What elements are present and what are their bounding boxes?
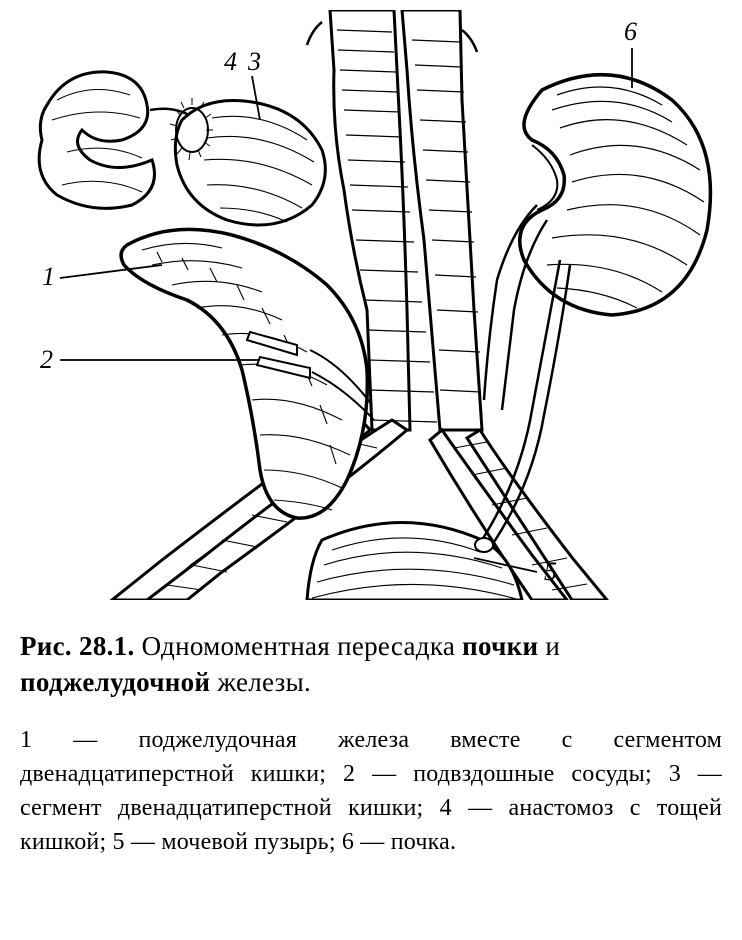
- callout-6: 6: [624, 17, 637, 46]
- figure-title-post: железы.: [210, 667, 311, 697]
- figure-container: 6 4 3 1 2 5 Рис. 28.1. Одномоментная пер…: [0, 0, 742, 869]
- callout-4: 4: [224, 47, 237, 76]
- figure-label: Рис. 28.1.: [20, 631, 135, 661]
- callout-3: 3: [247, 47, 261, 76]
- callout-2: 2: [40, 345, 53, 374]
- figure-title: Рис. 28.1. Одномоментная пересадка почки…: [20, 628, 722, 701]
- anatomical-illustration: 6 4 3 1 2 5: [12, 10, 730, 600]
- figure-title-bold2: поджелудочной: [20, 667, 210, 697]
- figure-title-mid: и: [538, 631, 560, 661]
- caption-block: Рис. 28.1. Одномоментная пересадка почки…: [12, 628, 730, 859]
- figure-title-pre: Одномоментная пересадка: [135, 631, 463, 661]
- figure-title-bold1: почки: [462, 631, 538, 661]
- figure-legend: 1 — поджелудочная железа вместе с сегмен…: [20, 723, 722, 859]
- callout-1: 1: [42, 262, 55, 291]
- callout-5: 5: [544, 557, 557, 586]
